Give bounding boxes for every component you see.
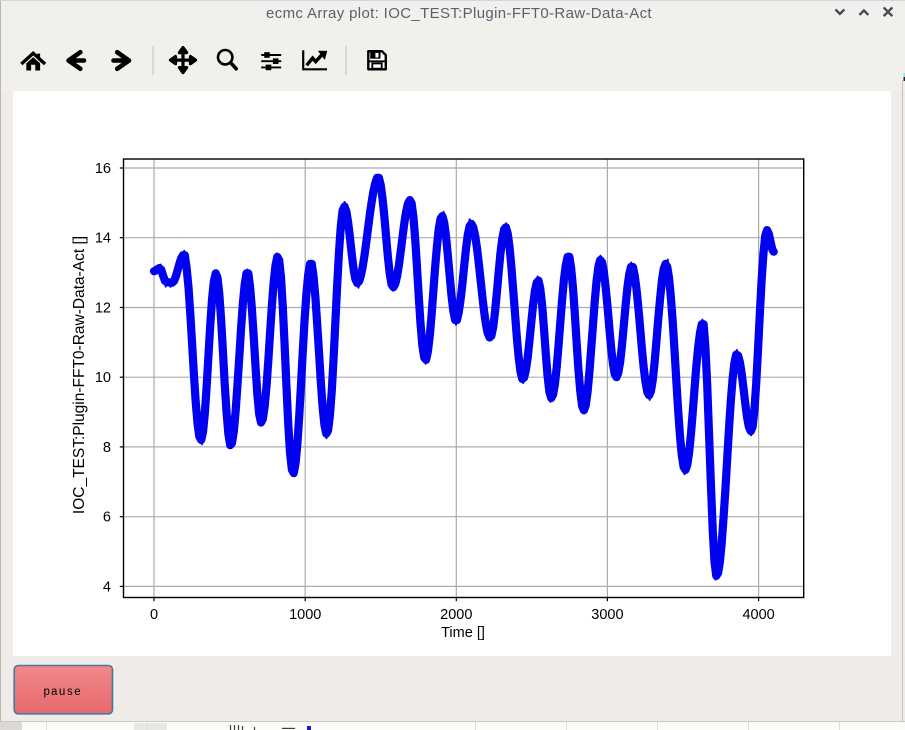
svg-text:0: 0 xyxy=(150,607,158,623)
svg-text:4000: 4000 xyxy=(742,607,774,623)
svg-text:IOC_TEST:Plugin-FFT0-Raw-Data-: IOC_TEST:Plugin-FFT0-Raw-Data-Act [] xyxy=(71,236,88,514)
svg-text:Time []: Time [] xyxy=(441,625,485,641)
svg-text:pause: pause xyxy=(43,686,82,699)
svg-text:6: 6 xyxy=(103,510,111,526)
svg-text:1000: 1000 xyxy=(289,607,321,623)
svg-text:2000: 2000 xyxy=(440,607,472,623)
svg-text:8: 8 xyxy=(103,440,111,456)
svg-text:ecmc Array plot: IOC_TEST:Plug: ecmc Array plot: IOC_TEST:Plugin-FFT0-Ra… xyxy=(266,5,652,22)
svg-text:16: 16 xyxy=(95,161,111,177)
svg-text:10: 10 xyxy=(95,370,111,386)
svg-text:3000: 3000 xyxy=(591,607,623,623)
svg-text:14: 14 xyxy=(95,231,111,247)
svg-text:4: 4 xyxy=(103,579,111,595)
svg-text:12: 12 xyxy=(95,301,111,317)
